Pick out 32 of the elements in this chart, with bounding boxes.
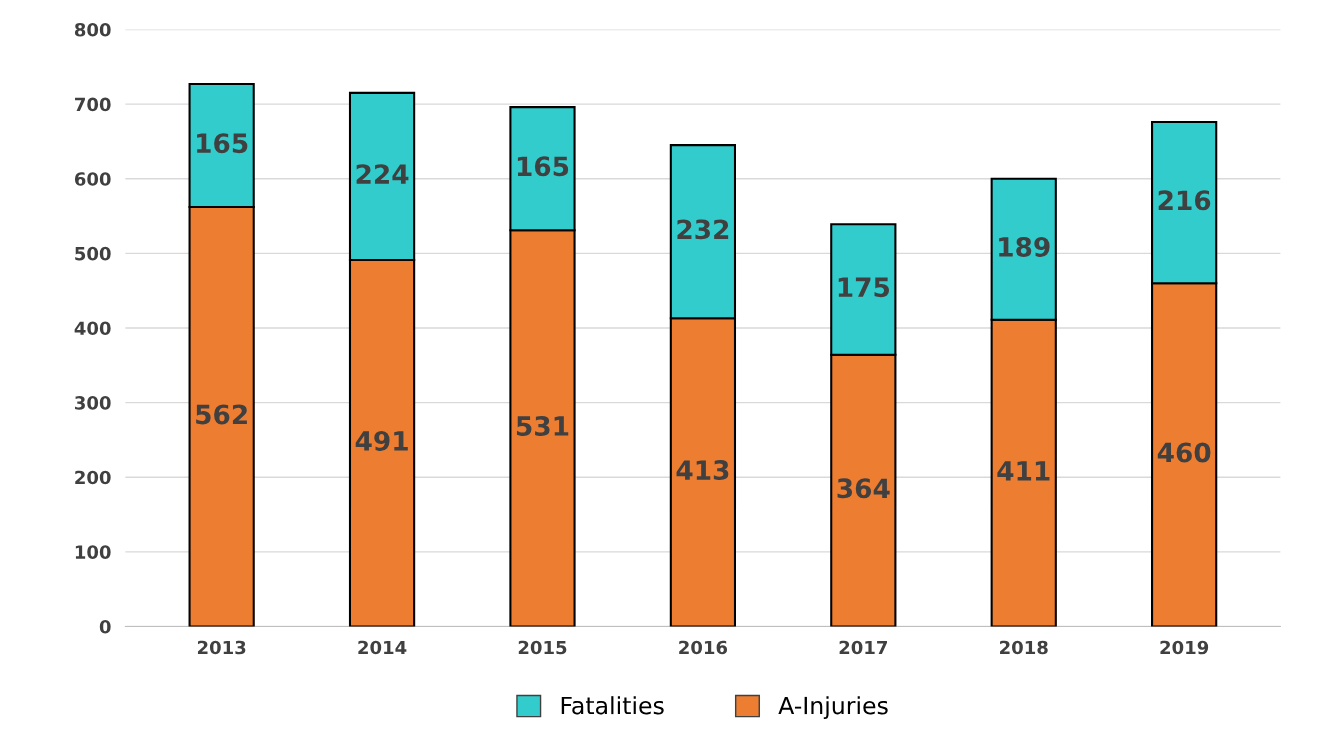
- x-tick-label: 2014: [358, 640, 407, 655]
- data-label: 165: [197, 133, 248, 154]
- y-tick-label: 500: [75, 246, 111, 261]
- y-tick-label: 300: [75, 396, 111, 410]
- x-tick-label: 2016: [679, 640, 728, 655]
- y-tick-label: 400: [74, 321, 111, 336]
- data-label: 364: [837, 478, 890, 499]
- data-label: 562: [196, 404, 247, 425]
- y-tick-label: 200: [75, 470, 111, 485]
- data-label: 224: [356, 164, 409, 184]
- x-tick-label: 2015: [518, 640, 567, 655]
- y-tick-label: 700: [75, 97, 111, 112]
- legend-label: Fatalities: [561, 696, 664, 715]
- data-label: 531: [516, 416, 569, 436]
- data-label: 491: [355, 430, 408, 451]
- data-label: 165: [517, 156, 569, 177]
- x-tick-label: 2017: [839, 640, 888, 655]
- data-label: 460: [1157, 442, 1211, 463]
- x-tick-label: 2018: [1000, 640, 1048, 655]
- data-label: 411: [997, 461, 1050, 481]
- data-label: 413: [676, 460, 729, 481]
- data-label: 232: [677, 219, 729, 240]
- y-tick-label: 800: [74, 22, 111, 37]
- x-tick-label: 2013: [197, 640, 246, 655]
- legend-label: A-Injuries: [778, 696, 888, 720]
- data-label: 216: [1158, 190, 1211, 211]
- y-tick-label: 600: [74, 172, 111, 186]
- data-label: 189: [999, 236, 1050, 257]
- y-tick-label: 100: [75, 545, 111, 559]
- y-tick-label: 0: [99, 619, 111, 634]
- x-tick-label: 2019: [1160, 640, 1209, 655]
- data-label: 175: [838, 277, 890, 298]
